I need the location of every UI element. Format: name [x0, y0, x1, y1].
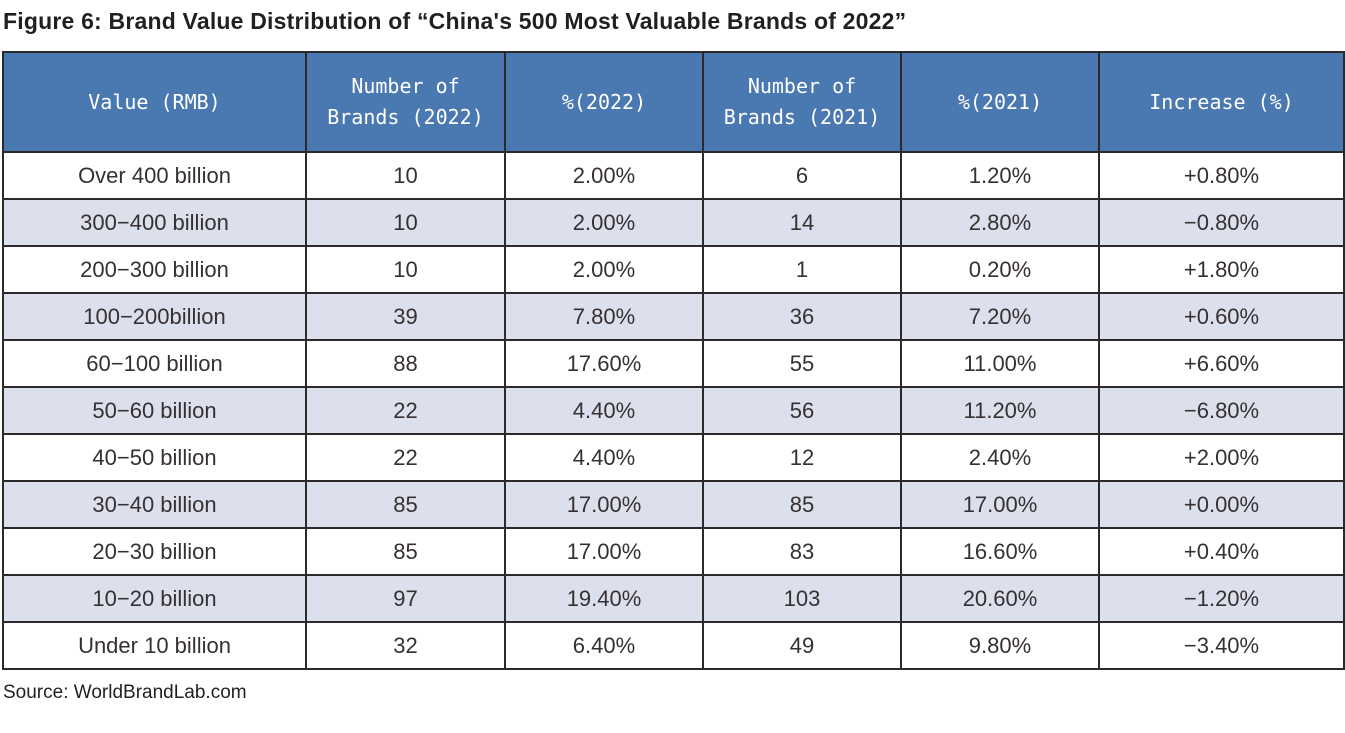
table-cell: 17.00% — [504, 480, 704, 529]
table-row: 300−400 billion 10 2.00% 14 2.80% −0.80% — [2, 198, 1345, 247]
table-cell: 32 — [305, 621, 506, 670]
table-cell: 14 — [702, 198, 902, 247]
table-cell: 6 — [702, 151, 902, 200]
table-cell: +2.00% — [1098, 433, 1345, 482]
table-cell: 97 — [305, 574, 506, 623]
table-row: 200−300 billion 10 2.00% 1 0.20% +1.80% — [2, 245, 1345, 294]
table-cell: −1.20% — [1098, 574, 1345, 623]
table-cell: −6.80% — [1098, 386, 1345, 435]
table-cell: 2.00% — [504, 198, 704, 247]
table-cell: Under 10 billion — [2, 621, 307, 670]
table-row: 30−40 billion 85 17.00% 85 17.00% +0.00% — [2, 480, 1345, 529]
table-row: 10−20 billion 97 19.40% 103 20.60% −1.20% — [2, 574, 1345, 623]
table-cell: 10 — [305, 198, 506, 247]
table-row: 50−60 billion 22 4.40% 56 11.20% −6.80% — [2, 386, 1345, 435]
table-cell: 10−20 billion — [2, 574, 307, 623]
header-line: Value (RMB) — [88, 89, 221, 114]
table-cell: 22 — [305, 386, 506, 435]
table-cell: 10 — [305, 245, 506, 294]
header-line: Brands (2021) — [723, 105, 881, 129]
table-cell: 4.40% — [504, 386, 704, 435]
table-cell: 2.80% — [900, 198, 1100, 247]
table-cell: 103 — [702, 574, 902, 623]
table-cell: +1.80% — [1098, 245, 1345, 294]
table-cell: 10 — [305, 151, 506, 200]
table-cell: +0.80% — [1098, 151, 1345, 200]
table-row: 40−50 billion 22 4.40% 12 2.40% +2.00% — [2, 433, 1345, 482]
header-line: %(2022) — [561, 89, 647, 114]
table-row: Under 10 billion 32 6.40% 49 9.80% −3.40% — [2, 621, 1345, 670]
header-cell: Value (RMB) — [2, 51, 307, 153]
table-cell: 0.20% — [900, 245, 1100, 294]
table-cell: 56 — [702, 386, 902, 435]
table-cell: 2.40% — [900, 433, 1100, 482]
table-cell: 300−400 billion — [2, 198, 307, 247]
table-cell: 17.00% — [900, 480, 1100, 529]
table-cell: 22 — [305, 433, 506, 482]
table-cell: 4.40% — [504, 433, 704, 482]
header-cell: Number of Brands (2021) — [702, 51, 902, 153]
header-line: Brands (2022) — [327, 105, 484, 129]
table-row: 20−30 billion 85 17.00% 83 16.60% +0.40% — [2, 527, 1345, 576]
table-cell: 6.40% — [504, 621, 704, 670]
source-note: Source: WorldBrandLab.com — [3, 682, 247, 703]
table-cell: 17.00% — [504, 527, 704, 576]
table-row: 100−200billion 39 7.80% 36 7.20% +0.60% — [2, 292, 1345, 341]
header-line: %(2021) — [957, 89, 1043, 114]
table-cell: +6.60% — [1098, 339, 1345, 388]
header-line: Number of — [747, 74, 857, 98]
table-cell: +0.60% — [1098, 292, 1345, 341]
table-cell: 88 — [305, 339, 506, 388]
table-cell: 11.00% — [900, 339, 1100, 388]
table-cell: 36 — [702, 292, 902, 341]
table-cell: 1.20% — [900, 151, 1100, 200]
table-cell: 16.60% — [900, 527, 1100, 576]
figure-title: Figure 6: Brand Value Distribution of “C… — [3, 8, 907, 34]
table-row: 60−100 billion 88 17.60% 55 11.00% +6.60% — [2, 339, 1345, 388]
table-cell: 60−100 billion — [2, 339, 307, 388]
table-cell: 200−300 billion — [2, 245, 307, 294]
table-cell: 50−60 billion — [2, 386, 307, 435]
table-cell: 7.80% — [504, 292, 704, 341]
table-cell: 12 — [702, 433, 902, 482]
header-cell: Number of Brands (2022) — [305, 51, 506, 153]
table-cell: 40−50 billion — [2, 433, 307, 482]
table-cell: 17.60% — [504, 339, 704, 388]
table-cell: +0.40% — [1098, 527, 1345, 576]
header-cell: Increase (%) — [1098, 51, 1345, 153]
table-cell: 85 — [305, 480, 506, 529]
table-cell: 85 — [305, 527, 506, 576]
header-cell: %(2021) — [900, 51, 1100, 153]
table-cell: 55 — [702, 339, 902, 388]
table-header: Value (RMB) Number of Brands (2022) %(2022)… — [2, 51, 1345, 153]
table-cell: −0.80% — [1098, 198, 1345, 247]
header-cell: %(2022) — [504, 51, 704, 153]
header-row: Value (RMB) Number of Brands (2022) %(2022)… — [2, 51, 1345, 153]
header-line: Number of — [351, 74, 460, 98]
table-cell: 20.60% — [900, 574, 1100, 623]
table-cell: 1 — [702, 245, 902, 294]
table-cell: 30−40 billion — [2, 480, 307, 529]
table-cell: +0.00% — [1098, 480, 1345, 529]
table-cell: 100−200billion — [2, 292, 307, 341]
brand-value-table: Value (RMB) Number of Brands (2022) %(2022)… — [2, 51, 1345, 670]
table-cell: 9.80% — [900, 621, 1100, 670]
table-cell: 39 — [305, 292, 506, 341]
table-cell: −3.40% — [1098, 621, 1345, 670]
table-cell: 7.20% — [900, 292, 1100, 341]
table-cell: 85 — [702, 480, 902, 529]
table-cell: 49 — [702, 621, 902, 670]
table-cell: 83 — [702, 527, 902, 576]
table-cell: 19.40% — [504, 574, 704, 623]
table-cell: Over 400 billion — [2, 151, 307, 200]
table-row: Over 400 billion 10 2.00% 6 1.20% +0.80% — [2, 151, 1345, 200]
table-body: Over 400 billion 10 2.00% 6 1.20% +0.80% 300−4… — [2, 151, 1345, 670]
table-cell: 2.00% — [504, 151, 704, 200]
table-cell: 2.00% — [504, 245, 704, 294]
header-line: Increase (%) — [1149, 89, 1294, 114]
table-cell: 20−30 billion — [2, 527, 307, 576]
table-cell: 11.20% — [900, 386, 1100, 435]
